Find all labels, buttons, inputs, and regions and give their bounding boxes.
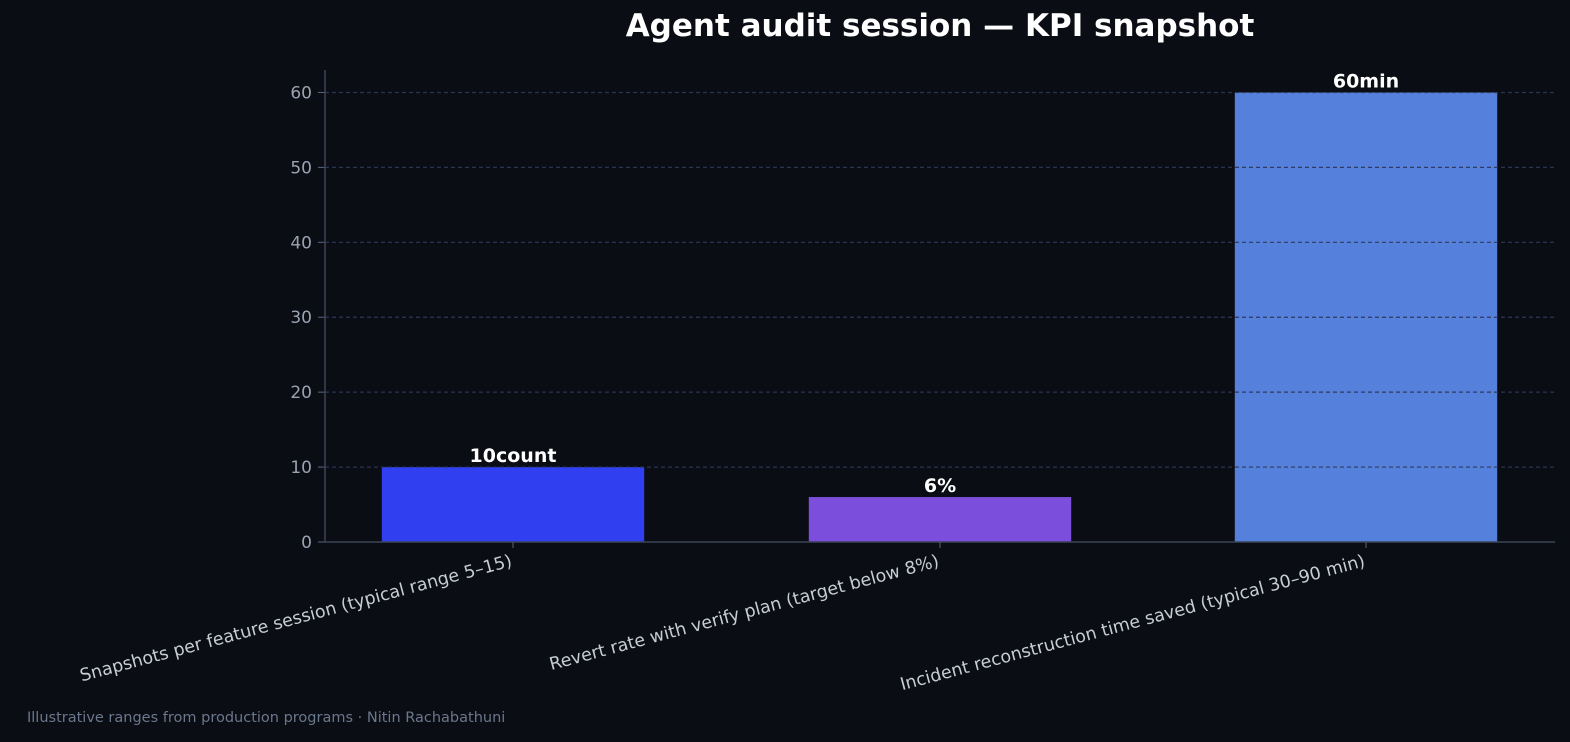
y-tick-label: 30 xyxy=(290,308,312,328)
y-tick-label: 40 xyxy=(290,233,312,253)
bar-value-label: 10count xyxy=(470,445,557,467)
chart-title: Agent audit session — KPI snapshot xyxy=(625,8,1255,44)
y-tick-label: 0 xyxy=(301,533,312,553)
y-tick-label: 50 xyxy=(290,158,312,178)
labels: 10count 6% 60min xyxy=(470,70,1400,497)
bar xyxy=(1234,92,1498,542)
x-tick-label: Snapshots per feature session (typical r… xyxy=(78,552,514,687)
bar xyxy=(381,467,645,542)
y-tick-label: 10 xyxy=(290,458,312,478)
y-tick-label: 60 xyxy=(290,83,312,103)
footnote: Illustrative ranges from production prog… xyxy=(27,710,506,726)
bar xyxy=(808,497,1072,542)
bars xyxy=(325,91,1555,542)
y-tick-label: 20 xyxy=(290,383,312,403)
bar-value-label: 6% xyxy=(924,475,956,497)
bar-value-label: 60min xyxy=(1333,70,1399,92)
x-tick-label: Revert rate with verify plan (target bel… xyxy=(547,552,941,675)
x-tick-label: Incident reconstruction time saved (typi… xyxy=(898,552,1367,696)
